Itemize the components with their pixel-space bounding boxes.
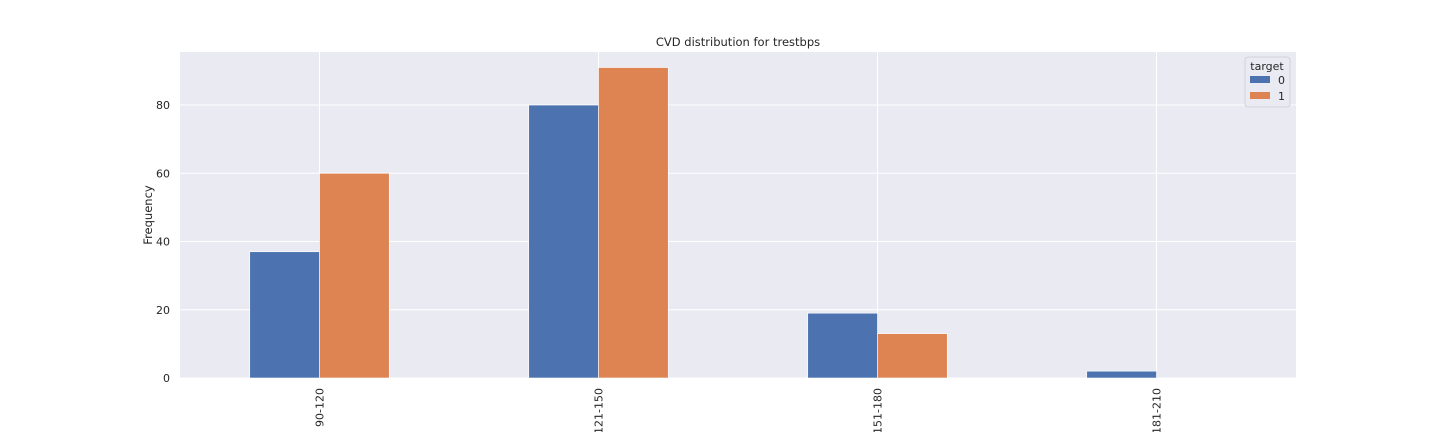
bar-series-0-90-120 <box>249 251 320 379</box>
legend-swatch-0 <box>1250 76 1270 83</box>
legend: target 0 1 <box>1244 56 1291 108</box>
bar-series-0-151-180 <box>807 312 878 379</box>
x-axis-ticks: 90-120 121-150 151-180 181-210 <box>314 388 1164 432</box>
bars <box>249 67 1157 379</box>
legend-swatch-1 <box>1250 92 1270 99</box>
y-tick-label: 0 <box>163 372 170 385</box>
bar-series-1-121-150 <box>598 67 669 379</box>
legend-label-1: 1 <box>1278 90 1285 103</box>
x-tick-label: 181-210 <box>1151 388 1164 432</box>
x-tick-label: 121-150 <box>593 388 606 432</box>
bar-series-0-121-150 <box>528 104 599 379</box>
legend-label-0: 0 <box>1278 74 1285 87</box>
x-tick-label: 90-120 <box>314 388 327 427</box>
bar-series-0-181-210 <box>1086 370 1157 379</box>
y-axis-ticks: 0 20 40 60 80 <box>156 99 170 385</box>
y-tick-label: 80 <box>156 99 170 112</box>
x-tick-label: 151-180 <box>872 388 885 432</box>
y-axis-label: Frequency <box>141 185 155 245</box>
legend-title: target <box>1250 60 1284 73</box>
y-tick-label: 60 <box>156 167 170 180</box>
bar-series-1-90-120 <box>319 172 390 379</box>
chart-title: CVD distribution for trestbps <box>656 35 820 49</box>
bar-series-1-151-180 <box>877 333 948 379</box>
y-tick-label: 40 <box>156 236 170 249</box>
y-tick-label: 20 <box>156 304 170 317</box>
